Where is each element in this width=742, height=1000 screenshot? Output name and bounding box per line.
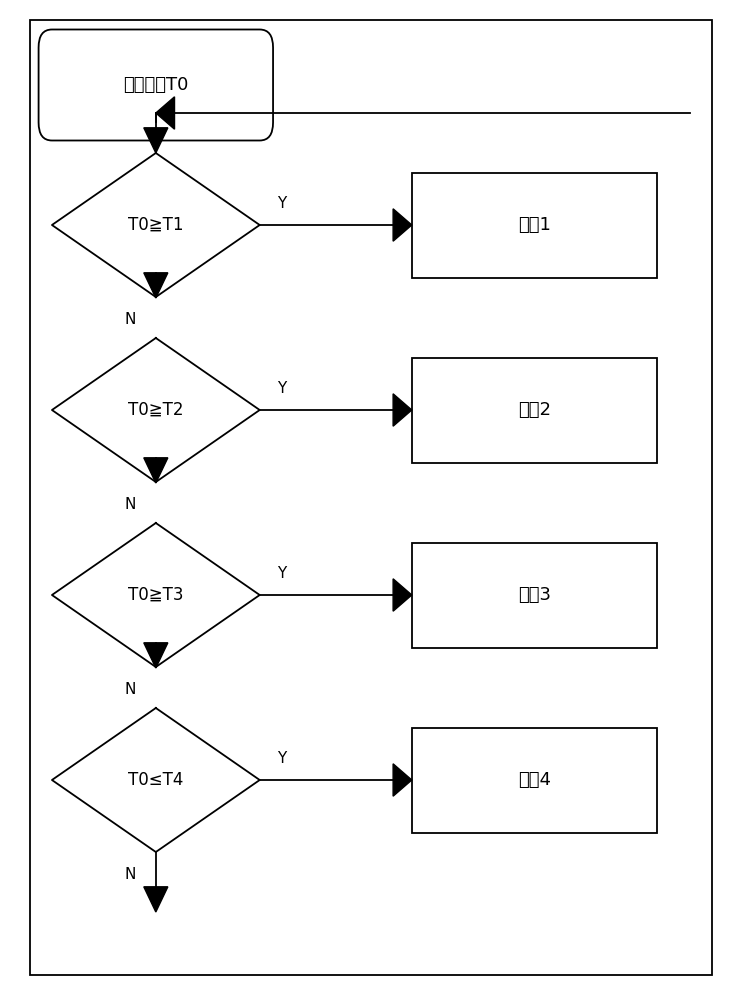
Text: Y: Y	[278, 381, 286, 396]
Text: Y: Y	[278, 751, 286, 766]
Polygon shape	[393, 209, 412, 241]
Polygon shape	[144, 273, 168, 298]
Text: N: N	[124, 682, 136, 697]
Text: Y: Y	[278, 196, 286, 211]
Polygon shape	[393, 764, 412, 796]
Text: 模式2: 模式2	[518, 401, 551, 419]
Text: 模式1: 模式1	[518, 216, 551, 234]
Bar	[412, 542, 657, 648]
Text: T0≧T1: T0≧T1	[128, 216, 183, 234]
Polygon shape	[144, 643, 168, 668]
Text: N: N	[124, 497, 136, 512]
Text: N: N	[124, 312, 136, 327]
Text: 环境温度T0: 环境温度T0	[123, 76, 188, 94]
Text: T0≧T3: T0≧T3	[128, 586, 183, 604]
Text: Y: Y	[278, 566, 286, 581]
Bar	[412, 358, 657, 462]
Text: T0≧T2: T0≧T2	[128, 401, 183, 419]
Polygon shape	[144, 458, 168, 483]
Bar	[412, 728, 657, 832]
Bar	[412, 172, 657, 277]
Text: N: N	[124, 867, 136, 882]
Polygon shape	[156, 97, 174, 129]
Text: 模式3: 模式3	[518, 586, 551, 604]
Text: T0≤T4: T0≤T4	[128, 771, 183, 789]
Text: 模式4: 模式4	[518, 771, 551, 789]
FancyBboxPatch shape	[39, 29, 273, 140]
Polygon shape	[144, 128, 168, 153]
Polygon shape	[393, 579, 412, 611]
Polygon shape	[144, 887, 168, 912]
Polygon shape	[393, 394, 412, 426]
